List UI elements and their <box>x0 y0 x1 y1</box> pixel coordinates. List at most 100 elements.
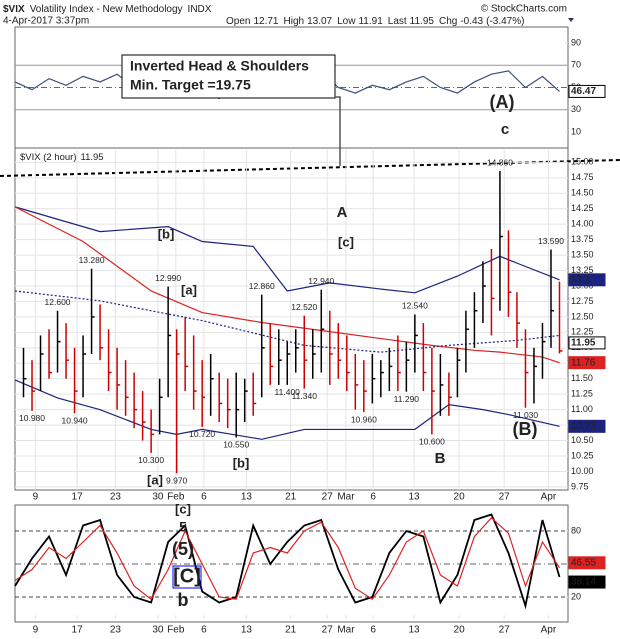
x-tick-label: Apr <box>541 625 557 636</box>
price-label: 11.400 <box>275 387 301 397</box>
index-name: Volatility Index - New Methodology <box>30 4 183 15</box>
y-tick-label: 11.25 <box>571 389 593 399</box>
end-label: 11.95 <box>571 338 596 349</box>
quote-label: Low <box>337 16 356 27</box>
x-tick-label: 20 <box>454 625 466 636</box>
x-tick-label: 23 <box>110 492 122 503</box>
legend-name: $VIX (2 hour) <box>20 152 77 163</box>
legend: $VIX (2 hour) 11.95 <box>20 152 104 163</box>
end-label-box <box>568 575 606 589</box>
price-label: 14.860 <box>487 157 513 167</box>
wave-label: c <box>501 121 509 138</box>
quote-value: 11.91 <box>358 16 383 27</box>
end-label-box <box>568 419 606 433</box>
y-tick-label: 20 <box>571 591 581 601</box>
price-label: 10.550 <box>223 440 249 450</box>
wave-label: (A) <box>490 92 515 112</box>
price-label: 10.980 <box>19 413 45 423</box>
quote-value: 12.71 <box>253 16 278 27</box>
y-tick-label: 13.25 <box>571 265 594 275</box>
quote-change-pct: (-3.47%) <box>486 16 524 27</box>
y-tick-label: 30 <box>571 104 581 114</box>
wave-label: (5) <box>172 539 194 559</box>
y-tick-label: 11.00 <box>571 404 593 414</box>
series-line <box>14 513 561 610</box>
callout-line: Min. Target =19.75 <box>130 77 251 93</box>
callout-line: Inverted Head & Shoulders <box>130 58 309 74</box>
overlay-line <box>14 206 560 364</box>
price-label: 10.960 <box>351 414 377 424</box>
x-tick-label: 13 <box>408 492 420 503</box>
x-tick-label: 27 <box>499 625 511 636</box>
legend-value: 11.95 <box>81 152 104 163</box>
y-tick-label: 10.25 <box>571 450 594 460</box>
x-tick-label: 21 <box>285 492 297 503</box>
y-tick-label: 10 <box>571 126 581 136</box>
x-tick-label: 30 <box>152 492 164 503</box>
overlay-line <box>14 379 560 440</box>
wave-label: b <box>178 590 189 610</box>
x-tick-label: Apr <box>541 492 557 503</box>
price-panel <box>14 147 569 491</box>
x-tick-label: 17 <box>72 625 84 636</box>
quote-line: Open 12.71 High 13.07 Low 11.91 Last 11.95 Chg -0… <box>226 16 524 27</box>
price-label: 12.860 <box>249 281 275 291</box>
price-label: 13.590 <box>538 236 564 246</box>
end-label-box <box>568 556 606 570</box>
quote-label: High <box>284 16 305 27</box>
x-tick-label: 23 <box>110 625 122 636</box>
wave-label: [C] <box>173 565 201 587</box>
price-label: 12.520 <box>291 302 317 312</box>
price-label: 13.280 <box>79 255 105 265</box>
end-label-box <box>568 84 606 98</box>
price-label: 11.290 <box>394 394 420 404</box>
end-label-box <box>568 356 606 370</box>
exchange: INDX <box>188 4 212 15</box>
end-label: 46.55 <box>571 557 596 568</box>
y-tick-label: 13.75 <box>571 234 594 244</box>
y-tick-label: 13.50 <box>571 249 594 259</box>
quote-label: Chg <box>439 16 457 27</box>
x-tick-label: 13 <box>241 625 253 636</box>
callout: Inverted Head & Shoulders Min. Target =1… <box>121 54 341 166</box>
price-label: 11.340 <box>292 391 318 401</box>
end-label-box <box>568 273 606 287</box>
wave-label: (B) <box>513 419 538 439</box>
y-tick-label: 14.25 <box>571 203 594 213</box>
y-tick-label: 14.50 <box>571 188 594 198</box>
wave-label: B <box>435 450 446 467</box>
header-line: $VIX Volatility Index - New Methodology IN… <box>3 4 212 15</box>
x-tick-label: Mar <box>337 625 355 636</box>
y-tick-label: 12.25 <box>571 327 594 337</box>
price-label: 10.600 <box>419 437 445 447</box>
wave-label: [c] <box>175 501 191 516</box>
x-tick-label: 21 <box>285 625 297 636</box>
x-tick-label: 6 <box>370 625 376 636</box>
quote-label: Open <box>226 16 250 27</box>
price-label: 11.030 <box>513 410 539 420</box>
x-tick-label: 6 <box>370 492 376 503</box>
x-tick-label: Feb <box>167 625 185 636</box>
y-tick-label: 14.00 <box>571 219 594 229</box>
y-tick-label: 11.50 <box>571 373 593 383</box>
price-label: 12.540 <box>402 301 428 311</box>
y-tick-label: 10.00 <box>571 466 594 476</box>
price-label: 12.940 <box>308 276 334 286</box>
price-label: 10.720 <box>189 429 215 439</box>
quote-value: -0.43 <box>460 16 483 27</box>
wave-box <box>172 565 202 589</box>
quote-value: 11.95 <box>410 16 435 27</box>
x-tick-label: Feb <box>167 492 185 503</box>
wave-label: [a] <box>181 282 197 297</box>
y-tick-label: 12.75 <box>571 296 594 306</box>
x-tick-label: 27 <box>322 625 334 636</box>
trendline <box>0 159 620 177</box>
y-tick-label: 90 <box>571 37 581 47</box>
end-label: 11.76 <box>571 357 596 368</box>
menu-arrow <box>568 18 574 22</box>
wave-label: A <box>337 204 348 221</box>
end-label: 38.14 <box>571 577 596 588</box>
y-tick-label: 80 <box>571 525 581 535</box>
date: 4-Apr-2017 3:37pm <box>3 16 89 27</box>
